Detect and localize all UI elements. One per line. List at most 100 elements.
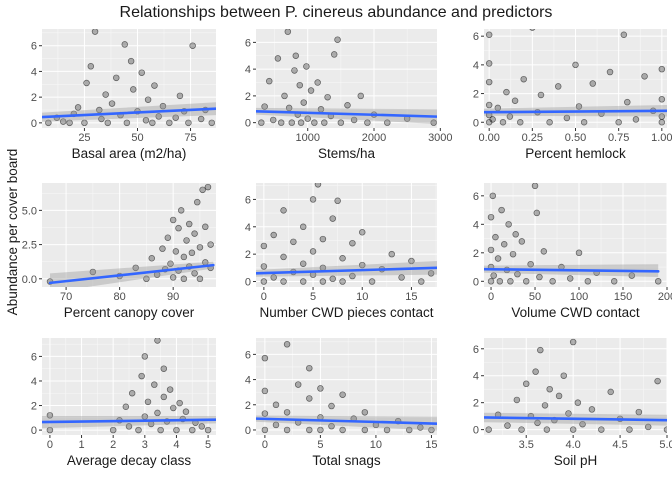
x-tick-label: 0 — [488, 291, 494, 303]
data-point — [658, 113, 666, 120]
data-point — [580, 119, 588, 126]
data-point — [185, 119, 192, 127]
data-point — [45, 119, 52, 127]
data-point — [260, 242, 268, 250]
data-layer — [256, 341, 437, 434]
data-point — [91, 29, 99, 35]
data-point — [176, 399, 183, 407]
data-point — [503, 88, 510, 96]
data-point — [520, 75, 527, 83]
data-point — [189, 42, 196, 49]
x-axis-label: Volume CWD contact — [511, 305, 640, 320]
data-point — [199, 186, 206, 194]
y-tick-label: 2 — [245, 400, 251, 412]
data-point — [498, 206, 505, 214]
data-point — [489, 192, 497, 200]
x-tick-label: 70 — [60, 291, 72, 303]
data-point — [169, 274, 177, 281]
data-point — [46, 412, 54, 419]
x-axis-label: Number CWD pieces contact — [259, 305, 433, 320]
data-point — [132, 264, 139, 272]
x-axis-label: Soil pH — [554, 453, 598, 468]
data-point — [261, 426, 269, 434]
data-point — [349, 239, 356, 247]
data-point — [339, 278, 346, 285]
data-layer — [484, 338, 667, 433]
data-point — [285, 104, 293, 112]
data-point — [319, 278, 327, 285]
y-tick-label: 6 — [31, 41, 37, 53]
data-point — [641, 73, 648, 80]
data-point — [197, 115, 205, 123]
y-tick-label: 2 — [473, 248, 479, 260]
x-tick-label: 0 — [261, 291, 267, 303]
data-point — [202, 223, 209, 231]
data-point — [485, 78, 493, 86]
x-tick-label: 3000 — [428, 132, 452, 144]
data-point — [349, 272, 356, 280]
data-point — [487, 246, 495, 254]
data-point — [358, 261, 366, 269]
data-layer — [42, 338, 216, 434]
data-point — [624, 98, 631, 106]
data-point — [485, 426, 492, 433]
data-point — [270, 274, 277, 281]
x-axis-label: Basal area (m2/ha) — [72, 146, 187, 161]
data-point — [350, 116, 358, 124]
data-point — [328, 402, 335, 410]
data-point — [258, 119, 265, 126]
data-layer — [484, 29, 667, 126]
data-point — [59, 118, 67, 125]
x-tick-label: 10 — [356, 291, 368, 303]
data-point — [518, 426, 525, 433]
y-tick-label: 2 — [31, 401, 37, 413]
data-point — [191, 230, 198, 237]
data-point — [74, 104, 82, 111]
data-point — [180, 275, 188, 283]
data-point — [96, 106, 103, 114]
data-point — [196, 244, 204, 251]
data-layer — [256, 29, 437, 126]
data-point — [317, 426, 324, 434]
data-point — [635, 408, 643, 416]
data-point — [514, 270, 521, 278]
x-tick-label: 2000 — [362, 132, 386, 144]
data-point — [154, 409, 161, 417]
x-tick-label: 90 — [167, 291, 179, 303]
data-point — [494, 255, 502, 262]
y-tick-label: 0 — [473, 276, 479, 288]
data-point — [284, 29, 292, 35]
y-tick-label: 6 — [473, 31, 479, 43]
data-layer — [42, 29, 216, 127]
x-tick-label: 0 — [47, 439, 53, 451]
data-point — [297, 119, 305, 126]
y-tick-label: 0 — [245, 277, 251, 289]
data-point — [272, 421, 280, 429]
panel-8: 0 5 10 15 0 2 4 6 Total snags — [245, 338, 438, 468]
data-point — [198, 423, 206, 430]
data-point — [272, 401, 280, 409]
data-point — [543, 426, 551, 433]
data-point — [294, 381, 302, 388]
y-tick-label: 0 — [473, 425, 479, 437]
data-point — [176, 92, 184, 100]
x-tick-label: 0 — [262, 439, 268, 451]
data-point — [113, 74, 120, 82]
data-point — [487, 213, 495, 221]
trend-line — [256, 417, 437, 425]
panel-2: 1000 2000 3000 0 2 4 6 Stems/ha — [245, 29, 453, 161]
data-point — [127, 57, 135, 65]
x-tick-label: 0.50 — [565, 132, 586, 144]
data-point — [123, 119, 131, 127]
data-point — [398, 274, 405, 281]
x-tick-label: 1.00 — [651, 132, 672, 144]
data-point — [283, 409, 291, 416]
data-point — [102, 91, 109, 98]
data-point — [166, 386, 174, 393]
data-point — [172, 248, 180, 255]
trend-line — [42, 107, 216, 119]
data-point — [492, 233, 499, 241]
data-point — [513, 396, 521, 404]
data-point — [428, 426, 435, 434]
